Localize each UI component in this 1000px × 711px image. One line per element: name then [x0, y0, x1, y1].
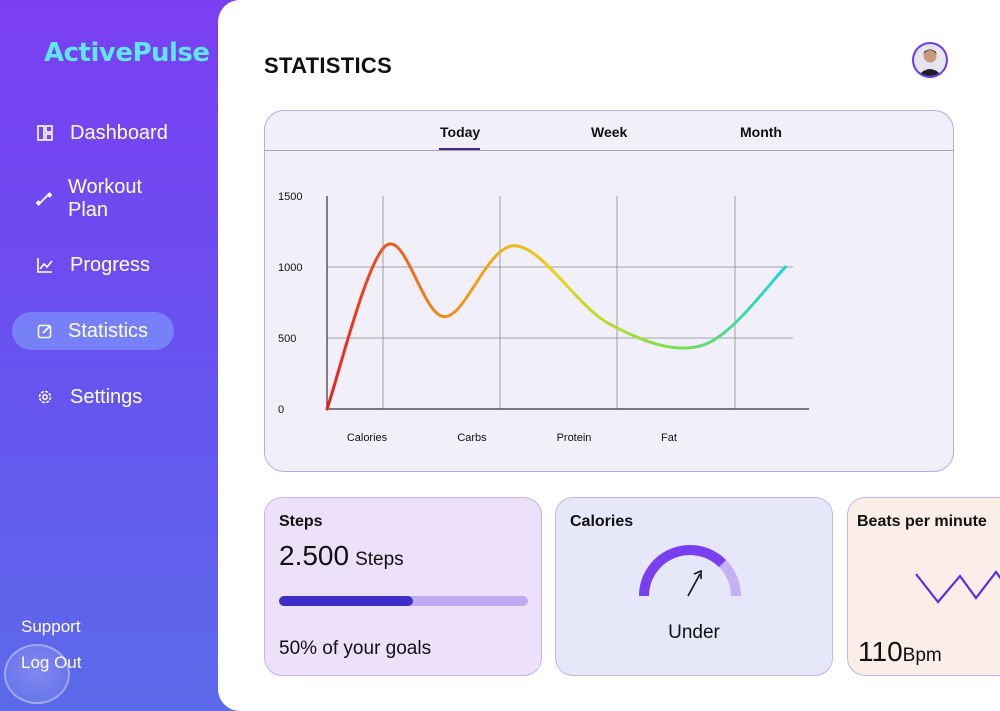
tab-week[interactable]: Week — [591, 124, 628, 140]
bpm-unit: Bpm — [902, 645, 942, 666]
x-category-label: Carbs — [457, 432, 487, 444]
main-panel: STATISTICS Today Week Month 1500 1000 500 0… — [218, 0, 1000, 711]
steps-progress-fill — [279, 596, 414, 606]
progress-icon — [36, 256, 54, 274]
steps-count: 2.500 — [279, 540, 350, 571]
chart-axes — [326, 196, 809, 410]
calories-status: Under — [668, 622, 720, 643]
tab-today[interactable]: Today — [440, 124, 481, 140]
sidebar-item-label: Settings — [70, 385, 143, 408]
x-category-label: Protein — [557, 432, 592, 444]
dashboard-icon — [36, 124, 54, 142]
sidebar-item-label: Dashboard — [70, 121, 168, 144]
steps-card: Steps 2.500 Steps 50% of your goals — [264, 497, 542, 676]
page-title: STATISTICS — [264, 53, 393, 78]
steps-title: Steps — [279, 513, 323, 530]
steps-progress-bar — [279, 596, 528, 606]
sidebar-item-statistics[interactable]: Statistics — [12, 312, 174, 350]
series-line — [325, 242, 787, 411]
steps-unit: Steps — [355, 549, 404, 570]
gauge-fill — [639, 545, 727, 597]
calories-gauge — [639, 545, 741, 597]
gauge-needle — [687, 573, 701, 597]
sidebar-item-label: Statistics — [68, 319, 149, 342]
active-tab-indicator — [439, 148, 480, 150]
sidebar-item-workout-plan[interactable]: Workout Plan — [12, 176, 174, 221]
statistics-chart-card: Today Week Month 1500 1000 500 0 Calories Car… — [264, 110, 954, 472]
sidebar-item-progress[interactable]: Progress — [12, 246, 174, 284]
y-tick-label: 1500 — [278, 191, 302, 203]
x-category-label: Fat — [661, 432, 677, 444]
brand-logo: ActivePulse — [44, 38, 210, 68]
nutrition-line-chart: 1500 1000 500 0 Calories Carbs Protein Fat — [278, 191, 809, 444]
sidebar-item-label: Progress — [70, 253, 151, 276]
sidebar: ActivePulse Dashboard Workout Plan Progr… — [0, 0, 230, 711]
watermark-logo — [4, 644, 70, 704]
period-tabs: Today Week Month — [265, 111, 953, 151]
avatar[interactable] — [912, 42, 948, 78]
x-category-label: Calories — [347, 432, 388, 444]
bpm-title: Beats per minute — [857, 513, 987, 530]
bpm-value: 110Bpm — [858, 636, 942, 668]
calories-title: Calories — [570, 513, 634, 530]
sidebar-item-dashboard[interactable]: Dashboard — [12, 114, 174, 152]
support-link[interactable]: Support — [21, 617, 81, 636]
bpm-card: Beats per minute 110Bpm — [847, 497, 1000, 676]
sidebar-item-settings[interactable]: Settings — [12, 378, 174, 416]
gauge-needle-arrow-icon — [693, 569, 702, 579]
heartbeat-wave-icon — [915, 570, 1000, 604]
calories-card: Calories Under — [555, 497, 833, 676]
bpm-number: 110 — [858, 636, 903, 667]
edit-icon — [36, 322, 54, 340]
workout-icon — [36, 190, 52, 208]
gear-icon — [36, 388, 54, 406]
steps-value: 2.500 Steps — [279, 540, 404, 572]
sidebar-item-label: Workout Plan — [68, 176, 143, 221]
y-tick-label: 500 — [278, 333, 296, 345]
logout-link[interactable]: Log Out — [21, 653, 82, 672]
y-tick-label: 0 — [278, 404, 284, 416]
tab-month[interactable]: Month — [740, 124, 782, 140]
y-tick-label: 1000 — [278, 262, 302, 274]
steps-goal-text: 50% of your goals — [279, 638, 432, 659]
